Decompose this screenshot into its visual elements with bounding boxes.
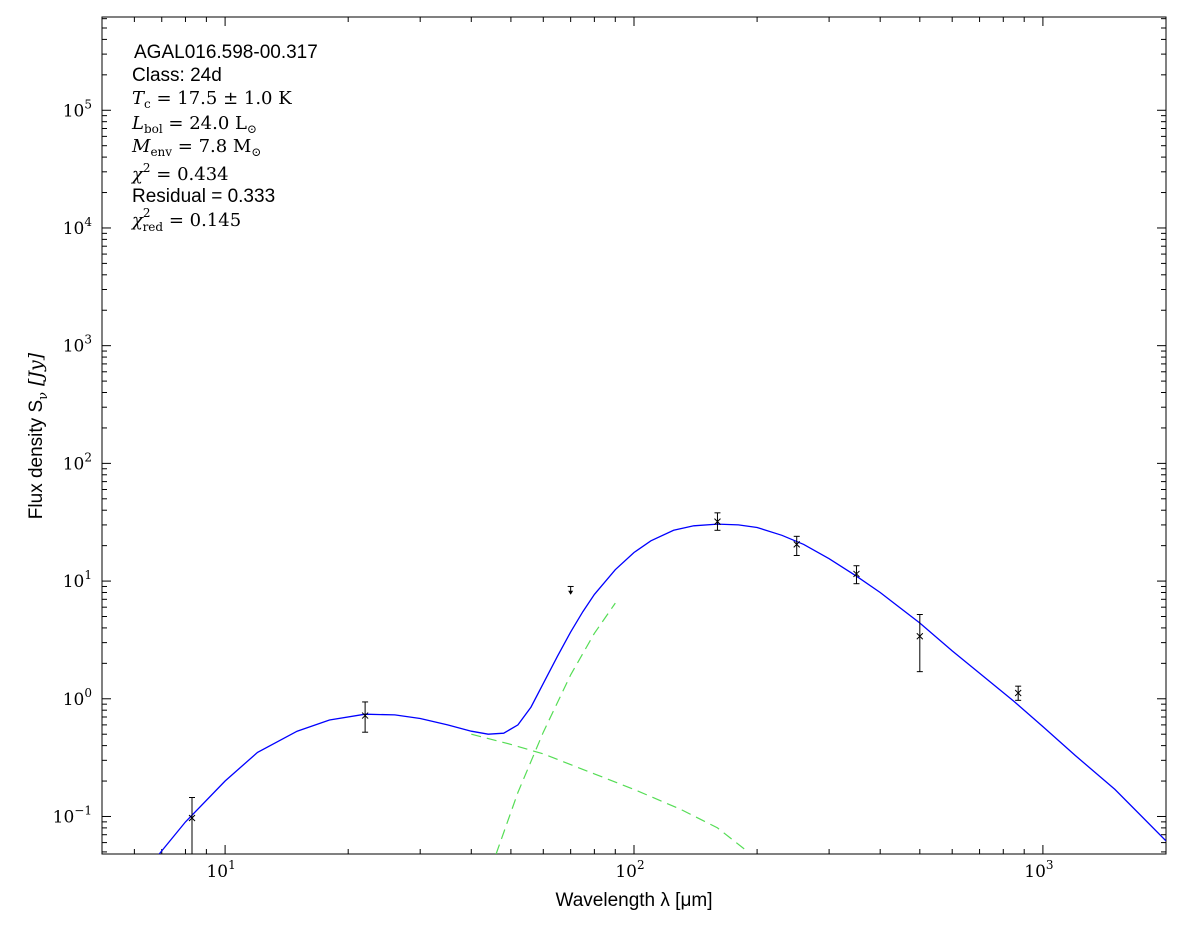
series-group: [158, 523, 1166, 854]
data-points-group: [188, 512, 1022, 854]
x-tick-label: 102: [615, 858, 644, 882]
y-tick-label-base: 10: [63, 572, 85, 592]
data-point-marker: [1014, 689, 1022, 697]
lbol-value: = 24.0 L: [163, 113, 247, 134]
class-label: Class: 24d: [132, 65, 222, 86]
y-axis-label-sub: ν: [36, 392, 51, 400]
y-tick-label-exp: 4: [84, 215, 92, 229]
y-tick-label-exp: 5: [84, 97, 92, 111]
y-tick-label: 100: [63, 686, 92, 710]
menv-value: = 7.8 M: [172, 136, 251, 157]
lbol-unit-sub: ⊙: [247, 122, 257, 136]
y-axis-label-unit: [Jy]: [25, 352, 47, 386]
x-axis-label: Wavelength λ [μm]: [555, 890, 712, 911]
y-axis-label-main: Flux density S: [26, 400, 47, 519]
chired-symbol: χ: [130, 210, 144, 231]
lbol-symbol: L: [131, 113, 144, 134]
x-tick-label: 101: [206, 858, 235, 882]
y-tick-label-exp: 1: [84, 568, 92, 582]
tc-sub: c: [144, 97, 151, 111]
annotation-block: AGAL016.598-00.317 Class: 24d Tc = 17.5 …: [130, 42, 318, 234]
y-tick-label-exp: 2: [84, 450, 92, 464]
tick-marks: [101, 17, 1167, 854]
x-tick-label: 103: [1024, 858, 1053, 882]
tc-symbol: T: [132, 88, 146, 109]
y-tick-label: 104: [63, 215, 93, 239]
menv-symbol: M: [131, 136, 151, 157]
menv-sub: env: [150, 145, 172, 159]
residual-label: Residual = 0.333: [132, 186, 275, 207]
x-tick-label-exp: 2: [637, 858, 645, 872]
plot-frame: [101, 16, 1167, 855]
chi2-sup: 2: [143, 161, 151, 175]
data-point-marker: [361, 712, 369, 719]
y-tick-label-base: 10: [63, 690, 85, 710]
y-tick-label-base: 10: [63, 337, 85, 357]
data-point-marker: [916, 632, 924, 640]
x-tick-label-exp: 3: [1046, 858, 1054, 872]
chired-label: χ2 red = 0.145: [130, 206, 241, 234]
x-tick-label-base: 10: [615, 862, 637, 882]
chi2-symbol: χ: [130, 164, 144, 185]
menv-unit-sub: ⊙: [251, 145, 261, 159]
y-tick-label-base: 10: [53, 807, 75, 827]
data-point-marker: [714, 518, 721, 525]
source-name: AGAL016.598-00.317: [134, 42, 318, 63]
tc-label: Tc = 17.5 ± 1.0 K: [132, 88, 292, 111]
y-tick-label-base: 10: [63, 454, 85, 474]
chired-value: = 0.145: [163, 210, 241, 231]
y-tick-label-exp: 3: [84, 333, 92, 347]
y-tick-label-exp: 0: [84, 686, 92, 700]
menv-label: Menv = 7.8 M⊙: [131, 136, 261, 159]
model-sed-curve: [158, 523, 1166, 854]
y-tick-label-exp: −1: [74, 803, 92, 817]
tc-value: = 17.5 ± 1.0 K: [151, 88, 292, 109]
component-curve: [471, 733, 749, 853]
y-axis-label: Flux density Sν [Jy]: [25, 352, 51, 519]
y-tick-label-base: 10: [63, 101, 85, 121]
data-point-marker: [188, 814, 196, 822]
lbol-label: Lbol = 24.0 L⊙: [131, 113, 257, 136]
upper-limit-arrow: [568, 590, 574, 595]
data-point-marker: [853, 570, 860, 578]
y-tick-label: 10−1: [53, 803, 92, 827]
chired-sub: red: [143, 220, 164, 234]
y-tick-label: 103: [63, 333, 92, 357]
x-tick-label-base: 10: [1024, 862, 1046, 882]
y-tick-label: 105: [63, 97, 92, 121]
lbol-sub: bol: [144, 122, 163, 136]
data-point-marker: [793, 541, 801, 548]
x-tick-label-exp: 1: [228, 858, 236, 872]
chired-sup: 2: [143, 206, 151, 220]
y-tick-label: 101: [63, 568, 92, 592]
component-curve: [495, 602, 616, 854]
chi2-label: χ2 = 0.434: [130, 161, 229, 185]
y-tick-label: 102: [63, 450, 92, 474]
x-tick-label-base: 10: [206, 862, 228, 882]
y-tick-label-base: 10: [63, 219, 85, 239]
x-tick-labels: 101 102 103: [206, 858, 1053, 882]
chi2-value: = 0.434: [151, 164, 229, 185]
